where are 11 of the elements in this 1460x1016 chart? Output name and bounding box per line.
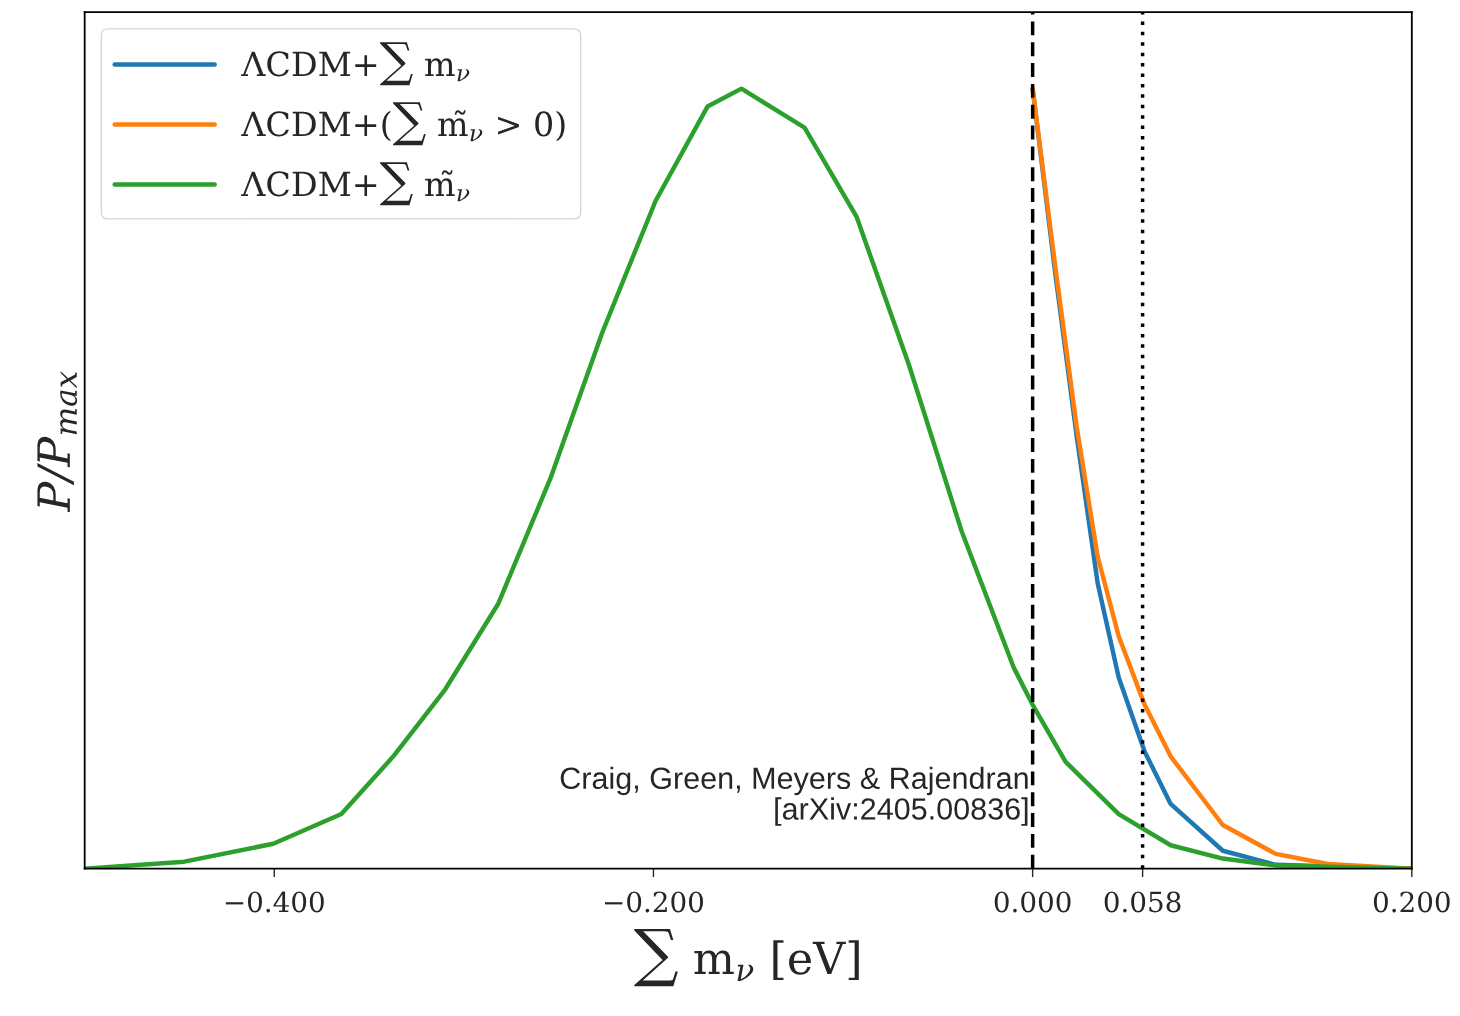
x-tick-label: 0.058	[1104, 891, 1181, 913]
x-tick-label: 0.200	[1373, 891, 1450, 913]
legend-label: ΛCDM+(∑ m̃$_{ν}$ > 0)	[241, 102, 565, 146]
y-axis-title: P/P$_{max}$	[37, 371, 78, 513]
legend-label: ΛCDM+∑ m$_{ν}$	[241, 42, 470, 86]
annotation: Craig, Green, Meyers & Rajendran [arXiv:2405.00836]	[560, 766, 1028, 826]
x-tick-label: −0.400	[225, 891, 324, 913]
legend-label: ΛCDM+∑ m̃$_{ν}$	[241, 162, 470, 206]
x-tick-label: −0.200	[605, 891, 704, 913]
x-axis-title: ∑ m$_{ν}$ [eV]	[634, 928, 859, 987]
x-tick-label: 0.000	[994, 891, 1071, 913]
